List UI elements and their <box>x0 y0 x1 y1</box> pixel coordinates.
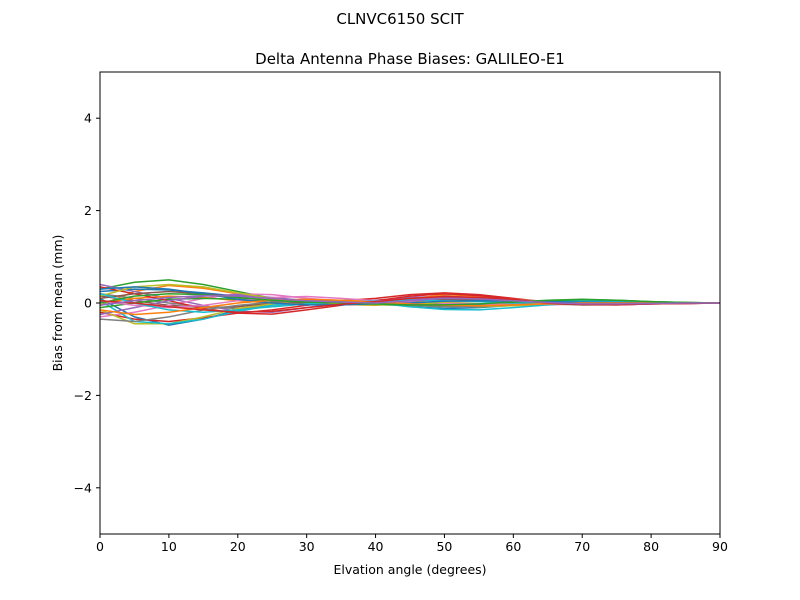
y-tick-label: 0 <box>84 296 92 311</box>
x-tick-label: 20 <box>230 539 246 554</box>
x-tick-label: 50 <box>436 539 452 554</box>
figure-suptitle: CLNVC6150 SCIT <box>336 10 464 28</box>
y-tick-label: −4 <box>74 480 92 495</box>
y-axis-label: Bias from mean (mm) <box>50 235 65 372</box>
x-tick-label: 40 <box>368 539 384 554</box>
y-tick-label: 2 <box>84 203 92 218</box>
x-tick-label: 80 <box>643 539 659 554</box>
series-line-23 <box>100 293 720 306</box>
x-tick-label: 90 <box>712 539 728 554</box>
x-axis-label: Elvation angle (degrees) <box>333 562 486 577</box>
x-tick-label: 10 <box>161 539 177 554</box>
x-tick-label: 70 <box>574 539 590 554</box>
x-tick-label: 30 <box>299 539 315 554</box>
x-tick-label: 60 <box>505 539 521 554</box>
y-tick-label: −2 <box>74 388 92 403</box>
series-line-22 <box>100 298 720 316</box>
series-layer <box>100 279 720 326</box>
axis-layer: 0 10 20 30 40 50 60 70 80 90 −4 −2 0 2 4 <box>74 71 728 554</box>
y-tick-label: 4 <box>84 111 92 126</box>
x-tick-label: 0 <box>96 539 104 554</box>
series-line-25 <box>100 294 720 307</box>
chart-title: Delta Antenna Phase Biases: GALILEO-E1 <box>255 50 565 68</box>
